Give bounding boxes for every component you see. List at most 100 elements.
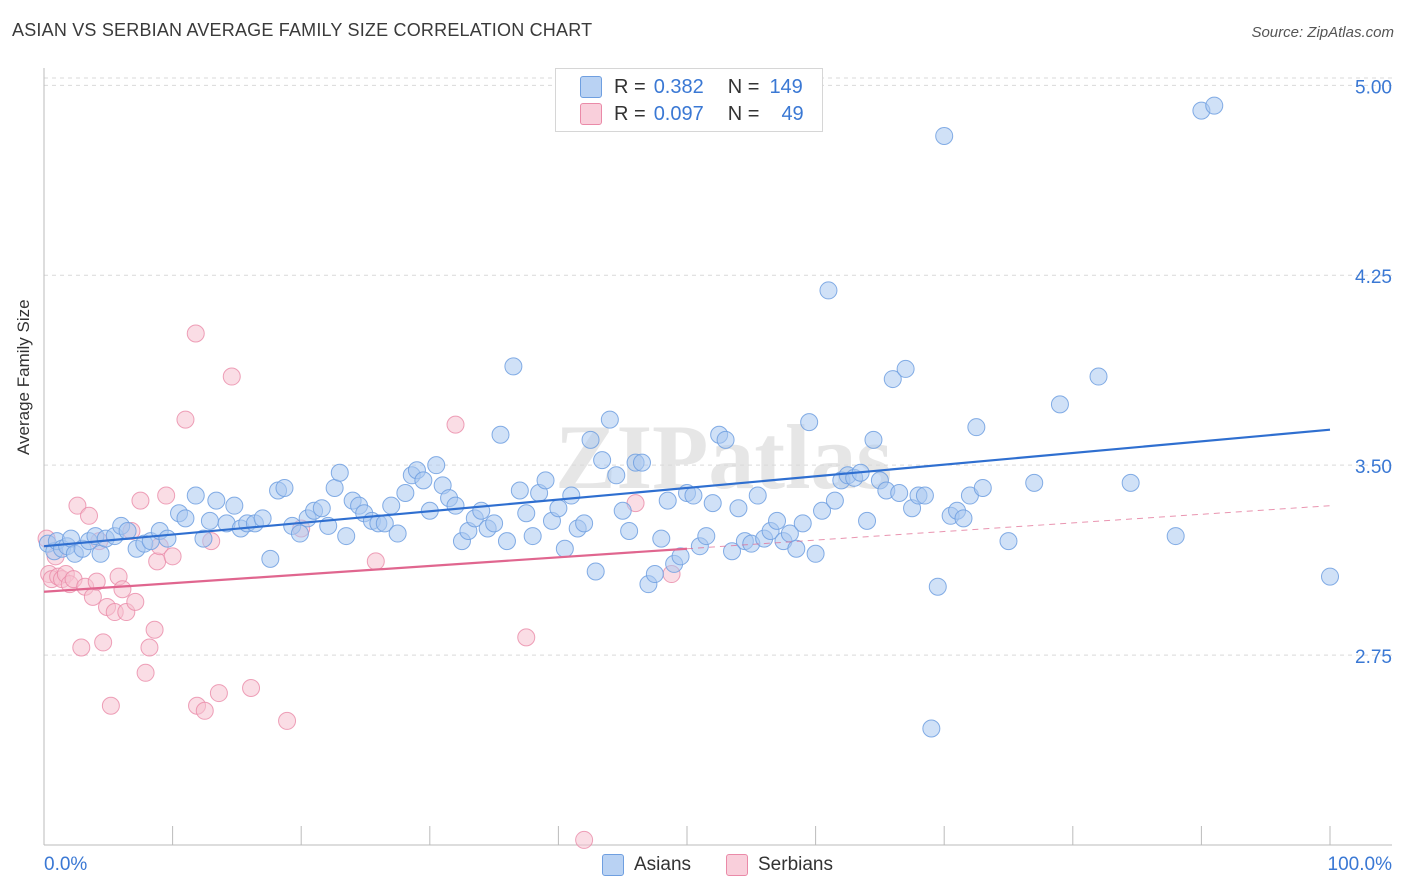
asian-point <box>819 281 838 300</box>
asian-point <box>555 539 574 558</box>
asian-point <box>723 542 742 561</box>
asian-point <box>581 430 600 449</box>
asian-point <box>793 514 812 533</box>
serbian-point <box>72 638 91 657</box>
serbian-point <box>131 491 150 510</box>
asian-point <box>517 504 536 523</box>
asian-point <box>200 511 219 530</box>
asians-n-label: N = <box>727 75 760 98</box>
asian-point <box>671 547 690 566</box>
legend-row-asians: R = 0.382 N = 149 <box>580 74 803 100</box>
asian-point <box>729 499 748 518</box>
asian-point <box>275 478 294 497</box>
serbian-point <box>575 830 594 849</box>
serbians-n-value: 49 <box>781 102 804 125</box>
asian-point <box>472 501 491 520</box>
y-tick-label: 3.50 <box>1355 457 1392 478</box>
asian-point <box>290 524 309 543</box>
asian-point <box>523 527 542 546</box>
chart-title: ASIAN VS SERBIAN AVERAGE FAMILY SIZE COR… <box>12 20 593 40</box>
asian-point <box>485 514 504 533</box>
asian-point <box>658 491 677 510</box>
x-tick-label: 100.0% <box>1328 854 1393 875</box>
y-axis-label: Average Family Size <box>14 299 33 455</box>
asian-point <box>954 509 973 528</box>
serbian-point <box>278 711 297 730</box>
serbian-point <box>87 572 106 591</box>
asian-point <box>194 529 213 548</box>
asians-swatch <box>580 76 602 98</box>
asian-point <box>549 499 568 518</box>
asian-point <box>967 418 986 437</box>
serbian-point <box>94 633 113 652</box>
asian-point <box>337 527 356 546</box>
asian-point <box>312 499 331 518</box>
asian-point <box>330 463 349 482</box>
asian-point <box>896 359 915 378</box>
asian-point <box>864 430 883 449</box>
trend-lines <box>43 428 1331 593</box>
serbians-trend-extension <box>686 505 1331 550</box>
asians-r-label: R = <box>614 75 646 98</box>
asian-point <box>176 509 195 528</box>
asians-legend-swatch <box>602 854 624 876</box>
asian-point <box>382 496 401 515</box>
source-label: Source: ZipAtlas.com <box>1251 24 1394 41</box>
serbians-legend-swatch <box>726 854 748 876</box>
asian-point <box>1121 473 1140 492</box>
asian-point <box>575 514 594 533</box>
asian-point <box>697 527 716 546</box>
asian-point <box>915 486 934 505</box>
asian-point <box>806 544 825 563</box>
asians-legend-label: Asians <box>634 854 692 875</box>
serbian-point <box>242 679 261 697</box>
asian-point <box>1050 395 1069 414</box>
asian-point <box>491 425 510 444</box>
asian-point <box>225 496 244 515</box>
asian-point <box>632 453 651 472</box>
y-tick-label: 5.00 <box>1355 77 1392 98</box>
asian-point <box>928 577 947 596</box>
serbian-point <box>176 410 195 429</box>
asian-point <box>645 565 664 584</box>
asian-point <box>825 491 844 510</box>
asian-point <box>800 413 819 432</box>
asian-point <box>1089 367 1108 386</box>
serbian-point <box>136 663 155 682</box>
tick-labels: 2.75 3.50 4.25 5.00 0.0% 100.0% <box>44 77 1392 875</box>
asians-r-value: 0.382 <box>653 75 704 98</box>
serbian-point <box>209 684 228 703</box>
asian-point <box>91 544 110 563</box>
grid <box>44 77 1392 656</box>
bottom-legend-asians: Asians <box>602 852 691 878</box>
bottom-legend-serbians: Serbians <box>726 852 833 878</box>
serbians-n-label: N = <box>727 102 760 125</box>
asian-point <box>1025 473 1044 492</box>
asian-point <box>607 466 626 485</box>
asian-point <box>620 522 639 540</box>
asian-point <box>510 481 529 500</box>
legend-row-serbians: R = 0.097 N = 49 <box>580 101 804 127</box>
serbian-point <box>83 587 102 606</box>
axes <box>43 68 1392 846</box>
serbians-legend-label: Serbians <box>758 854 833 875</box>
serbian-point <box>517 628 536 647</box>
asian-point <box>613 501 632 520</box>
asians-n-value: 149 <box>769 75 803 98</box>
asian-point <box>1205 96 1224 115</box>
asian-point <box>504 357 523 376</box>
asian-point <box>261 549 280 568</box>
serbian-point <box>366 552 385 571</box>
serbians-swatch <box>580 103 602 125</box>
asian-point <box>253 509 272 528</box>
serbian-point <box>145 620 164 639</box>
serbian-point <box>446 415 465 434</box>
asian-point <box>497 532 516 551</box>
asian-point <box>593 451 612 470</box>
serbian-point <box>195 701 214 720</box>
asian-point <box>748 486 767 505</box>
serbian-point <box>140 638 159 657</box>
x-tick-label: 0.0% <box>44 854 87 875</box>
asian-point <box>1321 567 1339 586</box>
serbians-r-label: R = <box>614 102 646 125</box>
